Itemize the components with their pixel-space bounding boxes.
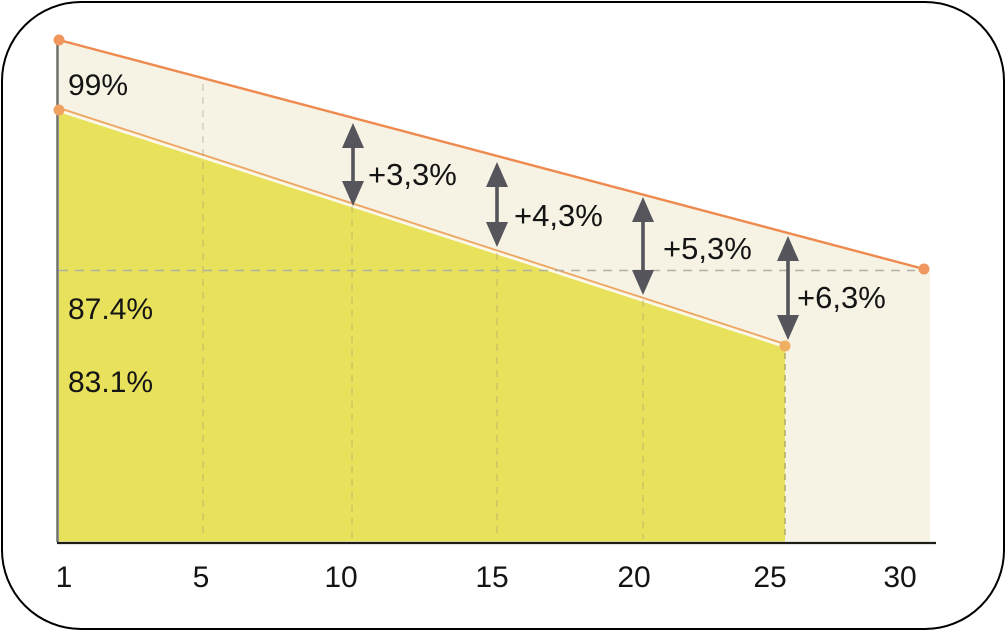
- gap-arrow-3: [632, 197, 654, 295]
- arrow-head-down: [486, 222, 508, 247]
- x-tick-10: 10: [324, 561, 357, 594]
- gap-label-3: +5,3%: [663, 231, 752, 266]
- arrow-head-down: [777, 315, 799, 340]
- lower-end-value-label: 83.1%: [68, 366, 153, 399]
- upper-start-value-label: 99%: [68, 69, 128, 102]
- arrow-head-up: [632, 197, 654, 222]
- gap-label-1: +3,3%: [368, 157, 457, 192]
- x-gridlines: [202, 84, 644, 539]
- x-tick-1: 1: [56, 561, 73, 594]
- x-tick-20: 20: [617, 561, 650, 594]
- point-lower-end: [779, 340, 791, 352]
- point-upper-end: [918, 263, 930, 275]
- x-tick-15: 15: [475, 561, 508, 594]
- arrow-head-down: [632, 270, 654, 295]
- lower-area-fill: [59, 110, 785, 542]
- gap-label-2: +4,3%: [514, 198, 603, 233]
- gap-arrow-1: [342, 123, 364, 206]
- gap-arrow-2: [486, 162, 508, 247]
- point-upper-start: [53, 34, 65, 46]
- arrow-head-down: [342, 181, 364, 206]
- lower-line: [58, 107, 786, 345]
- arrow-head-up: [486, 162, 508, 187]
- upper-line: [58, 38, 925, 271]
- point-lower-start: [53, 104, 65, 116]
- x-tick-30: 30: [883, 561, 916, 594]
- gap-arrow-4: [777, 236, 799, 340]
- gap-label-4: +6,3%: [797, 280, 886, 315]
- arrow-head-up: [777, 236, 799, 261]
- x-tick-5: 5: [193, 561, 210, 594]
- arrow-head-up: [342, 123, 364, 148]
- upper-end-value-label: 87.4%: [68, 293, 153, 326]
- x-tick-25: 25: [753, 561, 786, 594]
- lower-line-highlight: [58, 110, 786, 348]
